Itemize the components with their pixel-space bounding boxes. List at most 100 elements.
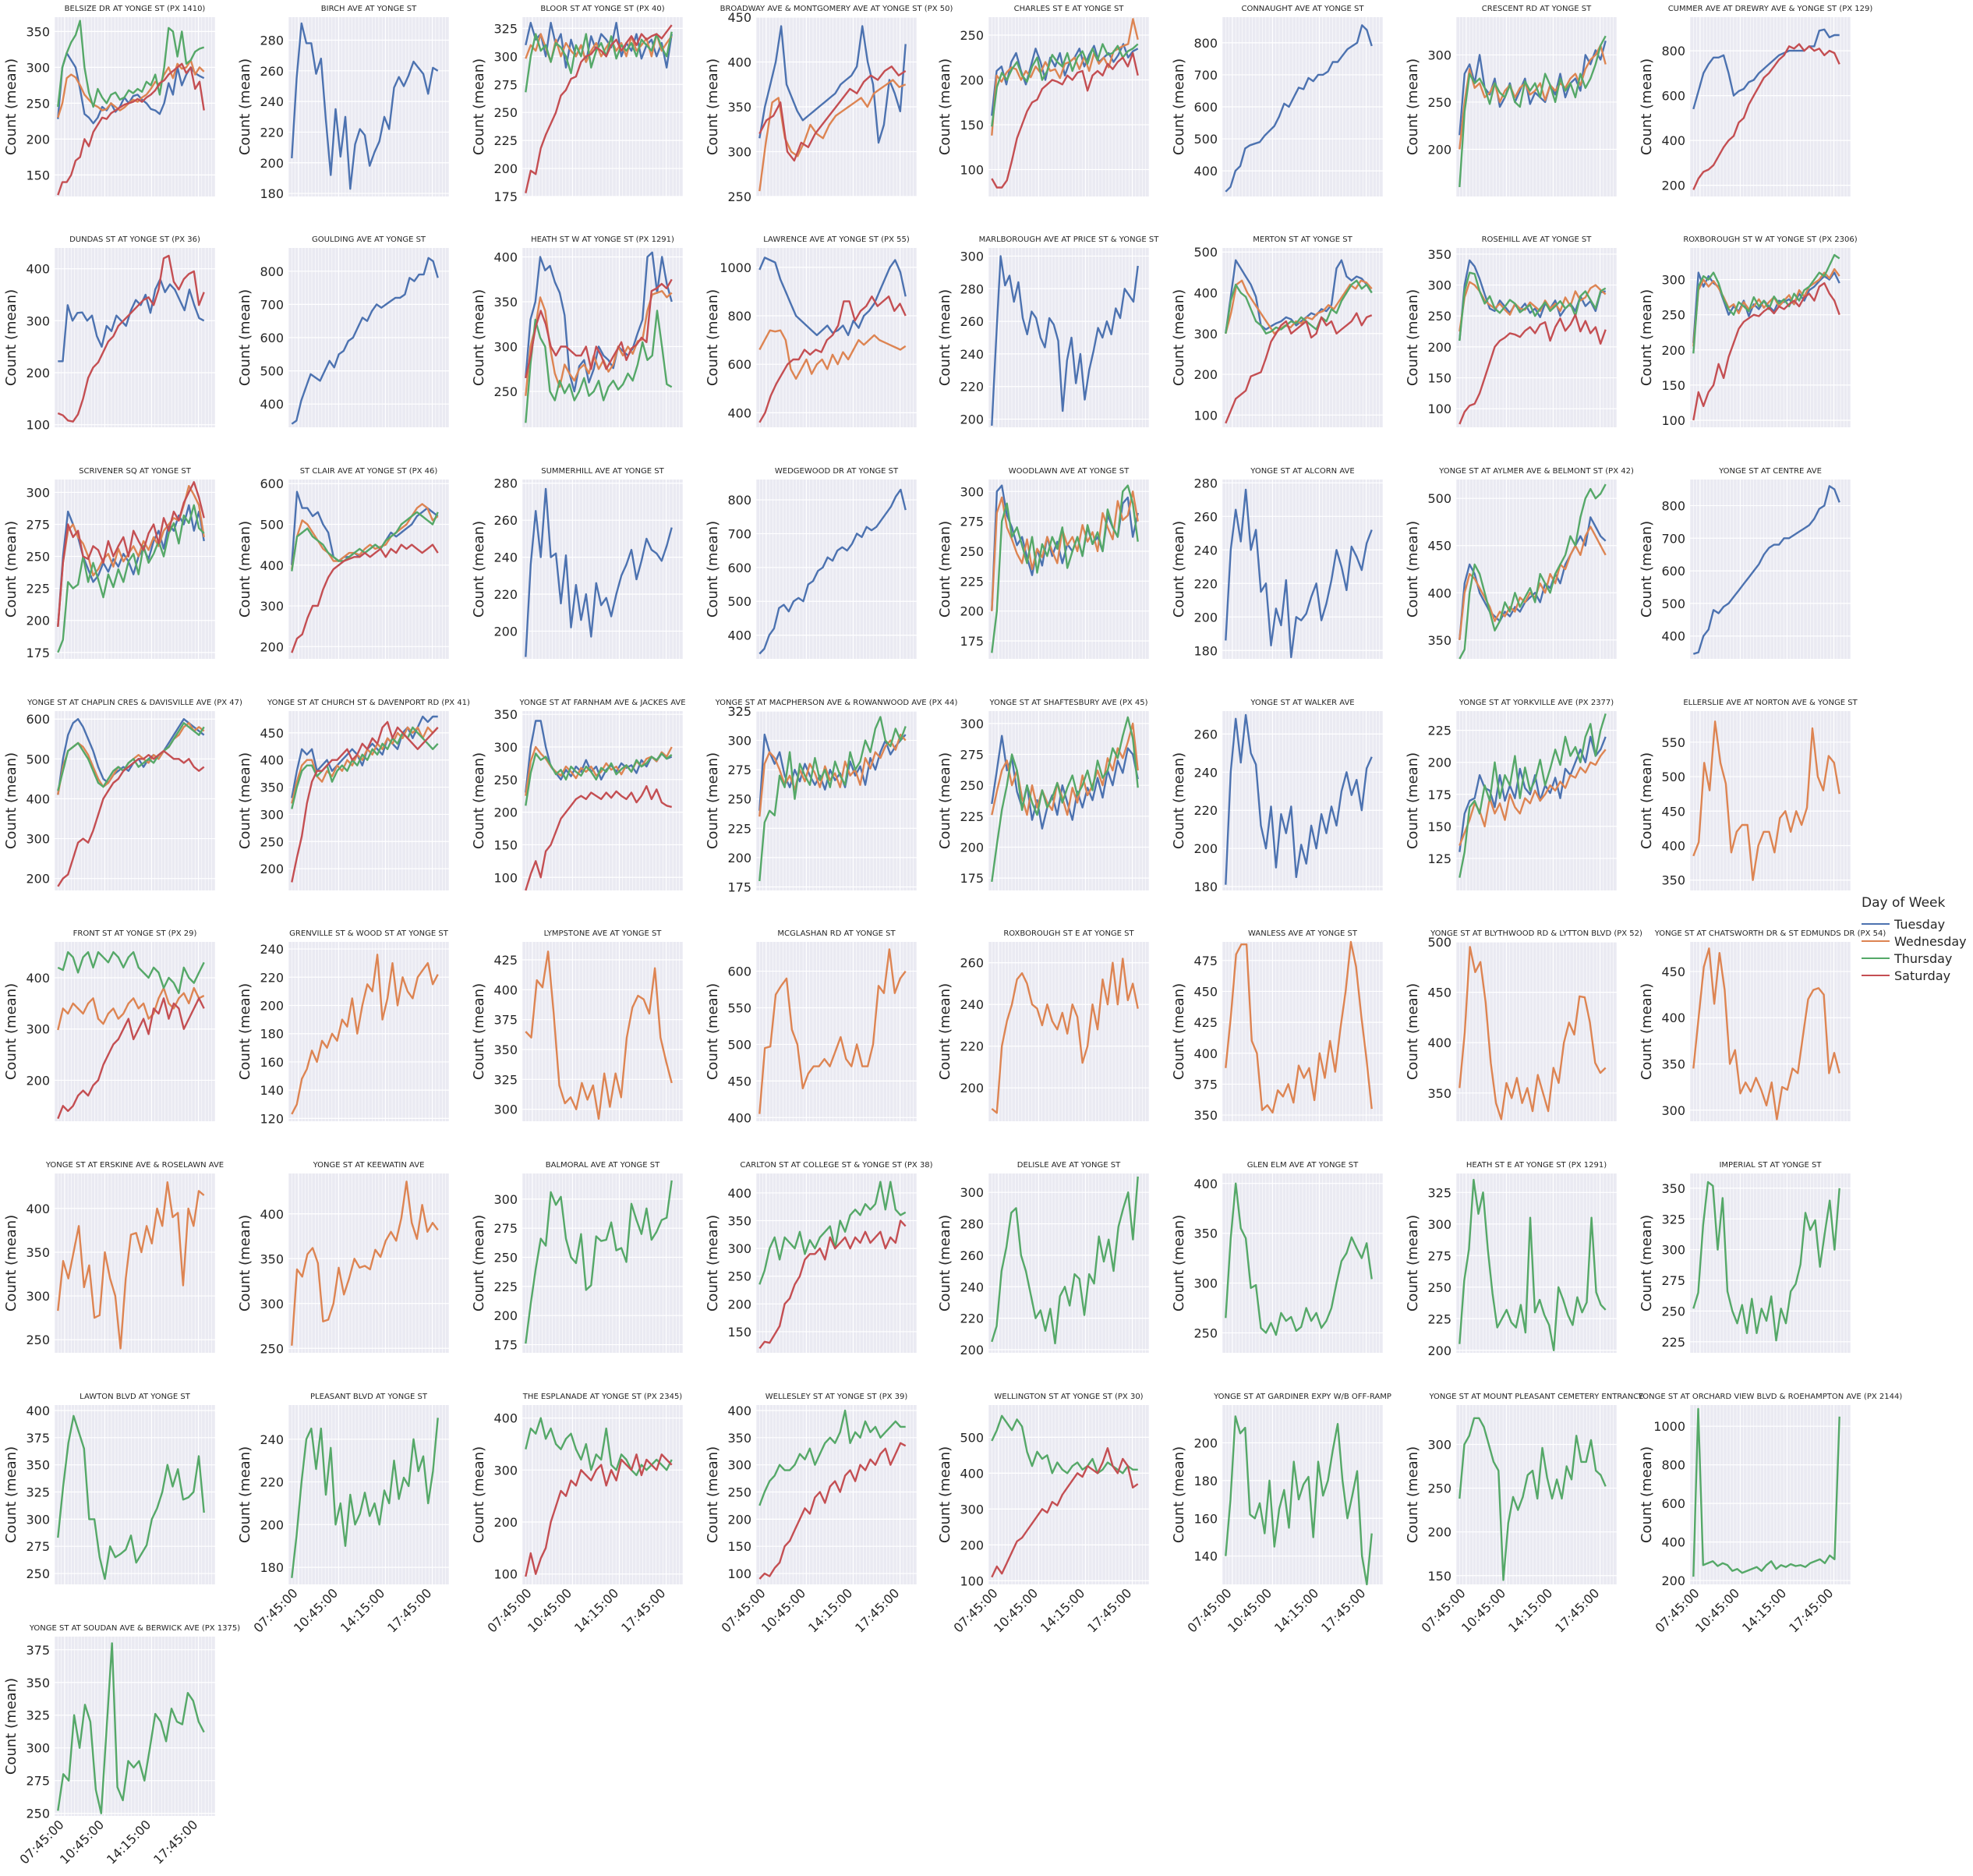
y-tick-label: 250 [727,1269,751,1284]
y-tick-label: 375 [26,1643,50,1658]
x-tick-label: 17:45:00 [1318,1585,1368,1635]
y-tick-label: 250 [493,773,518,788]
panel: 180 200 220 240 260 280 BIRCH AVE AT YONGE ST C… [237,5,450,201]
panel-title: MARLBOROUGH AVE AT PRICE ST & YONGE ST [979,235,1160,244]
series-line-thursday [991,1176,1139,1345]
y-tick-label: 700 [727,526,751,541]
y-tick-label: 300 [26,1022,50,1037]
y-tick-label: 325 [493,21,518,36]
y-tick-label: 400 [260,753,284,768]
y-tick-label: 450 [1193,984,1218,999]
y-tick-label: 200 [493,1515,518,1530]
y-tick-label: 250 [26,96,50,111]
y-tick-label: 100 [960,1573,984,1588]
series-line-wednesday [991,490,1139,611]
series-line-saturday [57,997,205,1120]
series-line-thursday [57,1414,205,1580]
panel-title: CARLTON ST AT COLLEGE ST & YONGE ST (PX … [740,1161,932,1170]
y-tick-label: 220 [260,970,284,985]
panel: 250 300 350 400 HEATH ST W AT YONGE ST (PX 1… [471,235,684,427]
y-tick-label: 450 [260,726,284,741]
y-tick-label: 200 [1427,1343,1451,1358]
y-tick-label: 500 [1661,770,1685,784]
series-line-saturday [525,278,673,379]
y-tick-label: 600 [727,965,751,979]
y-tick-label: 450 [1661,804,1685,819]
series-line-tuesday [991,43,1139,116]
panel: 200 300 400 500 600 YONGE ST AT CHAPLIN CRES … [3,699,242,890]
y-tick-label: 200 [727,851,751,865]
panel: 125 150 175 200 225 YONGE ST AT YORKVILLE AVE… [1405,699,1618,890]
y-tick-label: 175 [960,871,984,886]
series-line-thursday [57,504,205,653]
x-tick-label: 10:45:00 [1225,1585,1275,1635]
y-tick-label: 300 [960,249,984,264]
y-axis-label: Count (mean) [3,1215,19,1311]
panel-title: BELSIZE DR AT YONGE ST (PX 1410) [65,5,206,13]
y-tick-label: 400 [26,971,50,986]
y-tick-label: 200 [26,614,50,628]
y-tick-label: 400 [1661,1535,1685,1550]
series-line-tuesday [758,257,907,337]
y-axis-label: Count (mean) [3,521,19,618]
y-tick-label: 250 [727,792,751,807]
series-line-thursday [991,43,1139,127]
y-tick-label: 250 [1427,1280,1451,1295]
panel-title: DELISLE AVE AT YONGE ST [1017,1161,1121,1170]
panel: 200 225 250 275 300 325 HEATH ST E AT YONGE ST… [1405,1161,1618,1358]
y-tick-label: 400 [493,250,518,265]
panel: 300 350 400 450 YONGE ST AT CHATSWORTH DR & … [1639,929,1886,1121]
y-tick-label: 280 [260,33,284,48]
y-axis-label: Count (mean) [471,58,487,155]
series-line-thursday [291,1418,439,1578]
panel-title: YONGE ST AT ERSKINE AVE & ROSELAWN AVE [45,1161,224,1170]
y-tick-label: 200 [1193,841,1218,856]
y-tick-label: 200 [493,805,518,820]
y-tick-label: 350 [26,24,50,39]
panel: 175 200 225 250 275 300 SCRIVENER SQ AT YONGE … [3,467,216,660]
y-tick-label: 400 [26,262,50,277]
series-line-tuesday [1225,713,1373,885]
x-tick-label: 10:45:00 [57,1817,107,1867]
y-tick-label: 325 [1427,1185,1451,1200]
y-tick-label: 350 [727,1431,751,1446]
panel-title: YONGE ST AT ALCORN AVE [1250,467,1354,476]
panel: 200 300 400 FRONT ST AT YONGE ST (PX 29) Cou… [3,929,216,1121]
y-axis-label: Count (mean) [1639,752,1655,849]
y-tick-label: 350 [727,1214,751,1229]
y-tick-label: 300 [727,145,751,160]
panel: 175 200 225 250 275 300 YONGE ST AT SHAFTESBUR… [937,699,1150,890]
y-tick-label: 450 [1427,986,1451,1000]
y-tick-label: 250 [493,1251,518,1265]
y-axis-label: Count (mean) [1171,752,1187,849]
panel: 100 200 300 400 500 WELLINGTON ST AT YONGE ST… [937,1393,1150,1636]
series-line-wednesday [1225,940,1373,1114]
panel: 120 140 160 180 200 220 240 GRENVILLE ST & WOOD… [237,929,450,1126]
panel: 250 275 300 325 350 375 400 LAWTON BLVD AT YONG… [3,1393,216,1584]
series-line-tuesday [1225,259,1373,334]
y-tick-label: 220 [960,1039,984,1054]
panel: 100 150 200 250 300 350 400 WELLESLEY ST AT YON… [705,1393,918,1636]
panel: 400 500 600 700 800 GOULDING AVE AT YONGE ST C… [237,235,450,427]
y-tick-label: 400 [727,628,751,643]
y-tick-label: 175 [493,1338,518,1353]
series-line-thursday [525,1180,673,1344]
legend-title: Day of Week [1862,895,1946,911]
y-tick-label: 350 [727,100,751,115]
series-line-saturday [1459,313,1607,425]
y-tick-label: 200 [26,132,50,147]
series-line-thursday [1692,1180,1840,1342]
series-line-thursday [1459,1417,1607,1581]
y-tick-label: 240 [493,550,518,565]
series-line-tuesday [1225,488,1373,659]
legend-label: Wednesday [1894,933,1967,949]
y-tick-label: 200 [1427,340,1451,355]
y-tick-label: 150 [727,1539,751,1554]
y-tick-label: 250 [1427,309,1451,324]
series-line-saturday [758,65,907,162]
y-tick-label: 300 [960,484,984,499]
panel-title: CHARLES ST E AT YONGE ST [1014,5,1125,13]
y-tick-label: 250 [493,105,518,120]
y-tick-label: 250 [1661,308,1685,323]
